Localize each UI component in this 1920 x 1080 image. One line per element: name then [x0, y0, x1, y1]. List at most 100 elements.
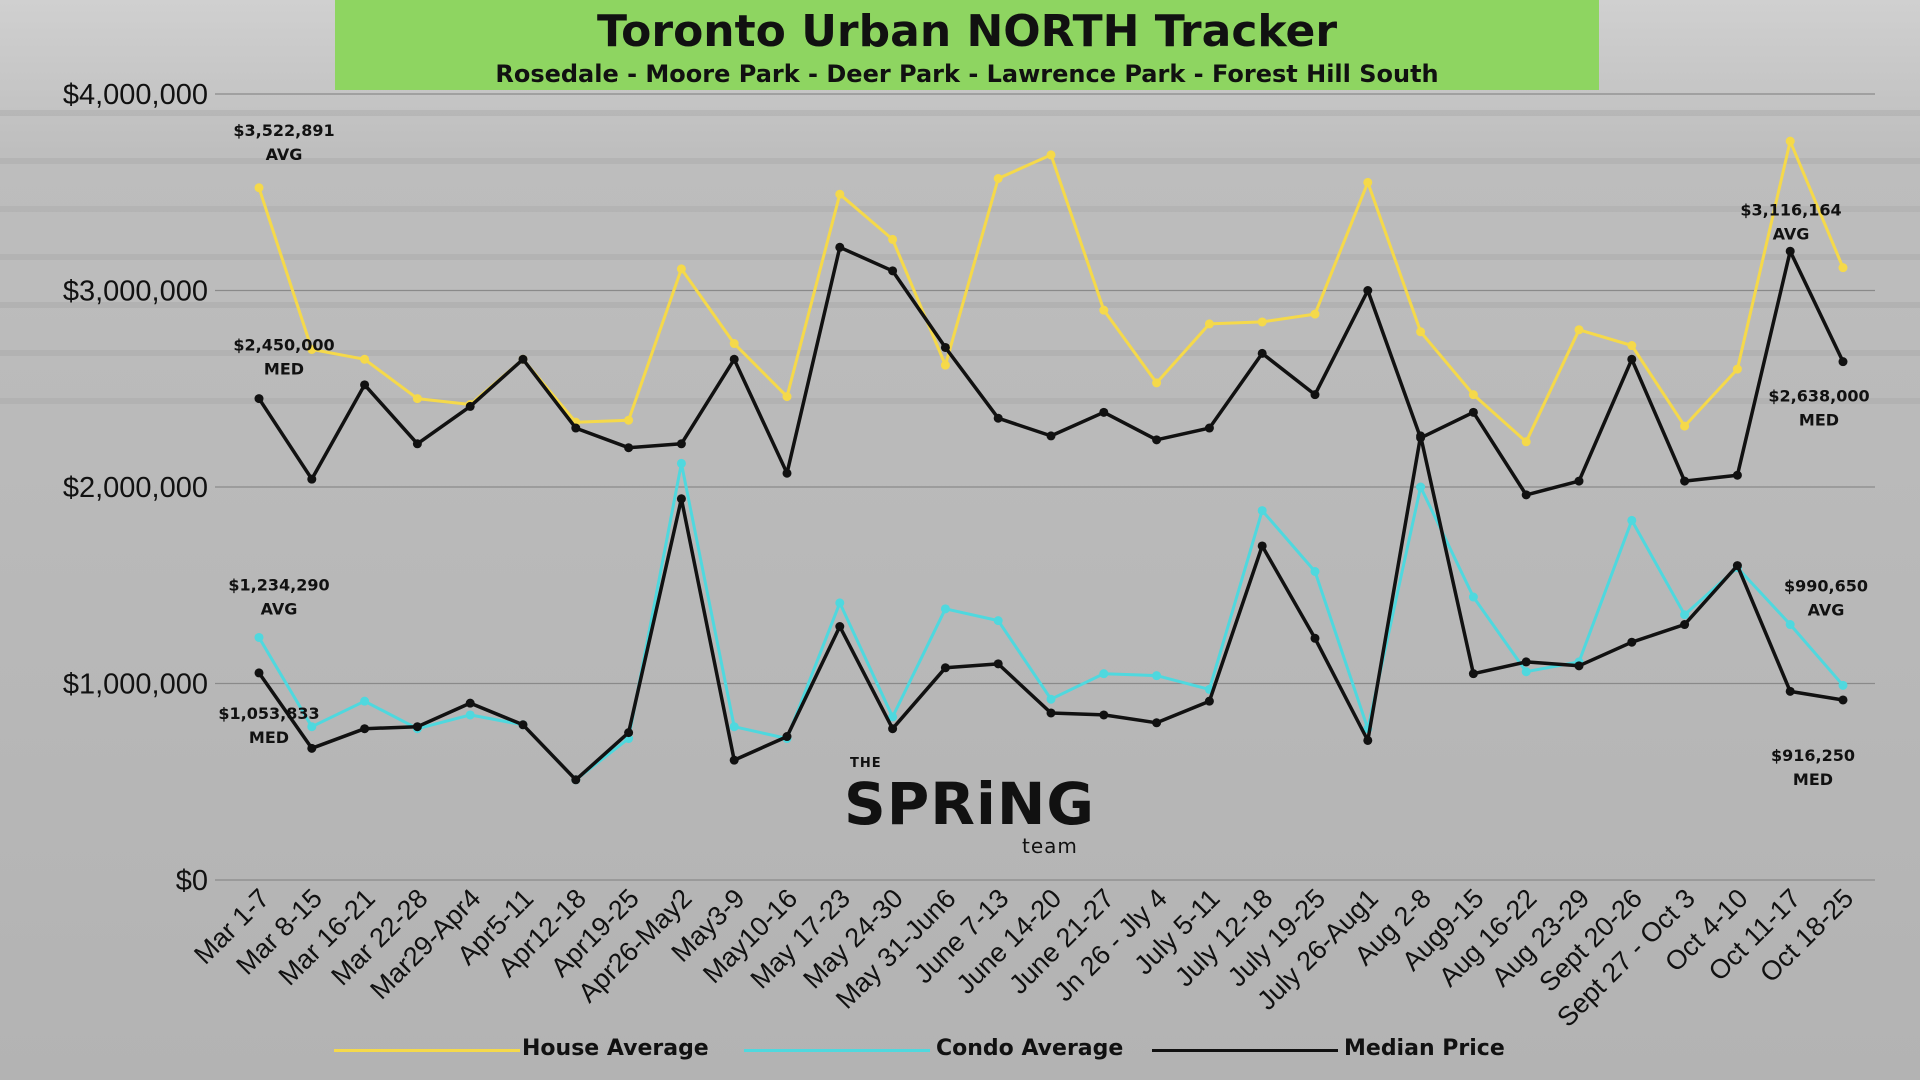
point-median-price [1310, 390, 1320, 400]
annotation-tag: MED [264, 360, 304, 379]
point-house-average [782, 392, 792, 402]
point-house-average [254, 183, 264, 193]
annotation-value: $3,522,891 [233, 121, 334, 140]
point-house-average [1152, 378, 1162, 388]
point-median-price [1680, 620, 1690, 630]
point-median-price [729, 354, 739, 364]
point-house-average [835, 189, 845, 199]
annotation-tag: MED [1799, 411, 1839, 430]
point-median-price [782, 468, 792, 478]
point-condo-average [465, 710, 475, 720]
annotation-tag: AVG [1773, 225, 1810, 244]
point-median-price [1838, 695, 1848, 705]
point-median-price [888, 266, 898, 276]
point-median-price [1732, 470, 1742, 480]
point-house-average [1732, 364, 1742, 374]
y-tick-label: $3,000,000 [63, 276, 208, 308]
point-house-average [888, 234, 898, 244]
point-condo-average [1257, 506, 1267, 516]
point-median-price [307, 743, 317, 753]
point-condo-average [1468, 592, 1478, 602]
point-house-average [1099, 305, 1109, 315]
point-median-price [1574, 476, 1584, 486]
point-house-average [1204, 319, 1214, 329]
logo-team-text: team [1022, 834, 1078, 858]
point-house-average [1574, 325, 1584, 335]
legend-label-condo: Condo Average [936, 1036, 1124, 1061]
point-median-price [624, 728, 634, 738]
annotation-value: $1,053,833 [218, 704, 319, 723]
annotation-tag: MED [249, 728, 289, 747]
point-median-price [1310, 633, 1320, 643]
point-condo-average [940, 604, 950, 614]
point-condo-average [676, 458, 686, 468]
annotation-tag: MED [1793, 770, 1833, 789]
point-house-average [676, 264, 686, 274]
point-median-price [518, 354, 528, 364]
point-house-average [412, 394, 422, 404]
point-house-average [729, 339, 739, 349]
point-house-average [1521, 437, 1531, 447]
point-median-price [1627, 354, 1637, 364]
legend-item-house-average: House Average [334, 1036, 709, 1066]
point-house-average [1627, 341, 1637, 351]
point-condo-average [307, 722, 317, 732]
point-condo-average [993, 616, 1003, 626]
logo-the-text: THE [850, 756, 882, 771]
point-median-price [412, 722, 422, 732]
point-median-price [254, 394, 264, 404]
point-house-average [624, 415, 634, 425]
point-median-price [1363, 735, 1373, 745]
chart-title: Toronto Urban NORTH Tracker [596, 6, 1338, 57]
point-condo-average [1785, 620, 1795, 630]
legend-item-median-price: Median Price [1152, 1036, 1532, 1066]
point-median-price [940, 663, 950, 673]
point-median-price [1257, 541, 1267, 551]
point-median-price [307, 474, 317, 484]
point-median-price [1046, 708, 1056, 718]
annotation-value: $2,450,000 [233, 336, 334, 355]
point-condo-average [1521, 667, 1531, 677]
point-condo-average [1627, 515, 1637, 525]
point-house-average [993, 173, 1003, 183]
point-median-price [1785, 686, 1795, 696]
point-median-price [993, 659, 1003, 669]
brick-stripe [0, 206, 1920, 212]
point-median-price [360, 380, 370, 390]
title-banner: Toronto Urban NORTH Tracker Rosedale - M… [335, 0, 1599, 90]
point-median-price [571, 423, 581, 433]
point-median-price [1732, 561, 1742, 571]
point-median-price [835, 242, 845, 252]
point-condo-average [1416, 482, 1426, 492]
brick-stripe [0, 158, 1920, 164]
point-house-average [1680, 421, 1690, 431]
point-median-price [729, 755, 739, 765]
point-median-price [1046, 431, 1056, 441]
point-condo-average [360, 696, 370, 706]
point-median-price [465, 401, 475, 411]
point-median-price [676, 439, 686, 449]
point-median-price [940, 342, 950, 352]
point-condo-average [1838, 680, 1848, 690]
point-median-price [360, 724, 370, 734]
point-median-price [1204, 696, 1214, 706]
annotation-value: $3,116,164 [1740, 201, 1841, 220]
annotation-value: $1,234,290 [228, 575, 329, 594]
point-house-average [1046, 150, 1056, 160]
annotation-tag: AVG [261, 599, 298, 618]
annotation-value: $990,650 [1784, 576, 1868, 595]
point-median-price [1521, 657, 1531, 667]
y-tick-label: $0 [176, 865, 208, 897]
annotation-tag: AVG [266, 145, 303, 164]
chart-subtitle: Rosedale - Moore Park - Deer Park - Lawr… [495, 60, 1439, 88]
legend-label-median: Median Price [1344, 1036, 1505, 1061]
chart-legend: House Average Condo Average Median Price [0, 1036, 1920, 1066]
point-median-price [888, 724, 898, 734]
point-median-price [1099, 710, 1109, 720]
point-median-price [1257, 348, 1267, 358]
point-median-price [1152, 718, 1162, 728]
annotation-tag: AVG [1808, 600, 1845, 619]
